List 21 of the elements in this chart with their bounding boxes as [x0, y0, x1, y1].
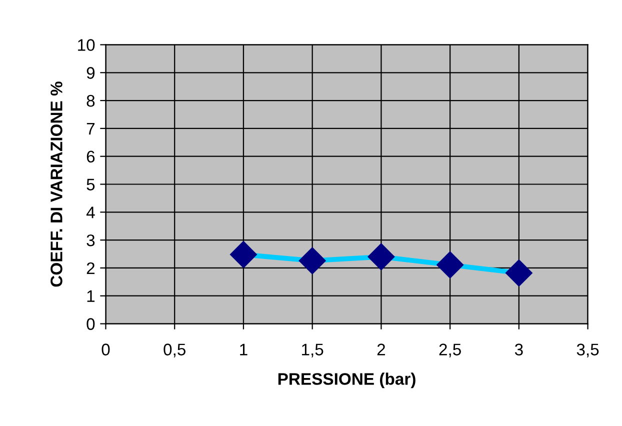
y-tick-label: 3	[86, 234, 95, 246]
y-axis-title: COEFF. DI VARIAZIONE %	[50, 82, 62, 287]
x-tick-label: 0,5	[164, 344, 186, 358]
y-tick-label: 0	[86, 318, 95, 330]
y-tick-label: 9	[86, 67, 95, 79]
x-tick-label: 3,5	[576, 344, 599, 358]
y-tick-label: 8	[86, 94, 95, 107]
x-tick-label: 1	[240, 344, 248, 356]
y-tick-label: 6	[86, 150, 95, 163]
y-tick-label: 5	[86, 178, 95, 190]
x-tick-label: 2,5	[439, 344, 461, 358]
x-axis-title: PRESSIONE (bar)	[278, 372, 416, 388]
x-tick-label: 3	[514, 344, 523, 356]
y-tick-label: 2	[86, 262, 94, 274]
y-tick-label: 1	[87, 290, 95, 302]
y-tick-label: 4	[86, 206, 95, 218]
y-tick-label: 7	[86, 123, 94, 134]
y-tick-label: 10	[78, 39, 95, 51]
x-tick-label: 2	[377, 344, 385, 356]
x-tick-label: 0	[102, 344, 110, 356]
x-tick-label: 1,5	[302, 344, 324, 358]
